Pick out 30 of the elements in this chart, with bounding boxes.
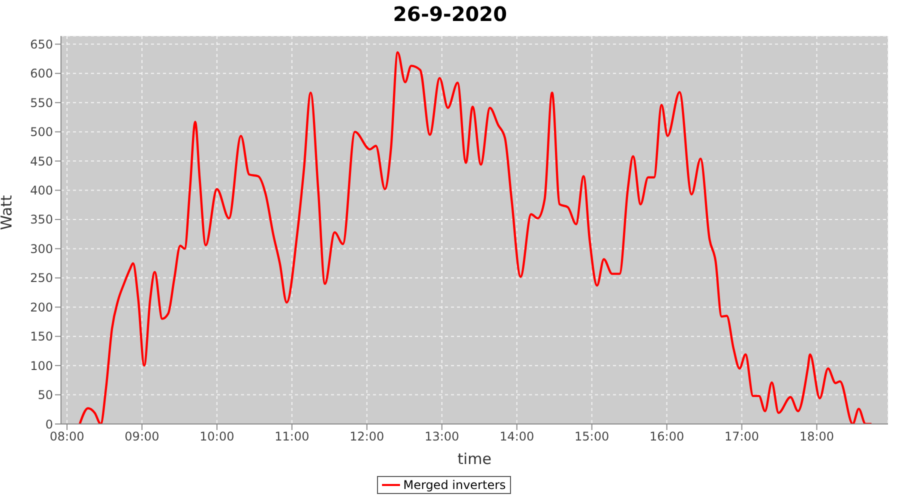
x-axis-title: time xyxy=(458,450,492,468)
y-tick-label: 100 xyxy=(30,358,53,373)
y-tick-label: 0 xyxy=(45,417,53,432)
x-tick-label: 11:00 xyxy=(274,430,310,444)
x-tick-label: 10:00 xyxy=(200,430,234,444)
y-tick-label: 550 xyxy=(30,96,53,110)
x-tick-label: 18:00 xyxy=(799,430,834,444)
legend-label: Merged inverters xyxy=(403,478,506,492)
y-axis-title: Watt xyxy=(0,195,16,230)
x-tick-label: 17:00 xyxy=(724,430,760,444)
y-tick-label: 150 xyxy=(30,330,53,344)
y-tick-label: 300 xyxy=(30,242,53,256)
y-tick-label: 650 xyxy=(30,37,53,52)
x-tick-label: 15:00 xyxy=(574,430,610,444)
y-tick-label: 600 xyxy=(30,66,53,81)
x-tick-label: 13:00 xyxy=(424,430,460,444)
y-tick-label: 200 xyxy=(30,300,53,314)
y-tick-label: 50 xyxy=(38,388,53,402)
x-tick-label: 12:00 xyxy=(350,430,384,444)
y-tick-label: 350 xyxy=(30,212,53,227)
x-tick-label: 14:00 xyxy=(500,430,534,444)
x-tick-label: 09:00 xyxy=(124,430,160,444)
y-tick-label: 250 xyxy=(30,271,53,286)
y-tick-label: 450 xyxy=(30,154,53,168)
chart-title: 26-9-2020 xyxy=(392,2,508,26)
x-tick-label: 16:00 xyxy=(650,430,684,444)
line-series xyxy=(78,51,873,424)
x-tick-label: 08:00 xyxy=(50,430,84,444)
y-tick-label: 400 xyxy=(30,184,53,198)
y-tick-label: 500 xyxy=(30,125,53,140)
